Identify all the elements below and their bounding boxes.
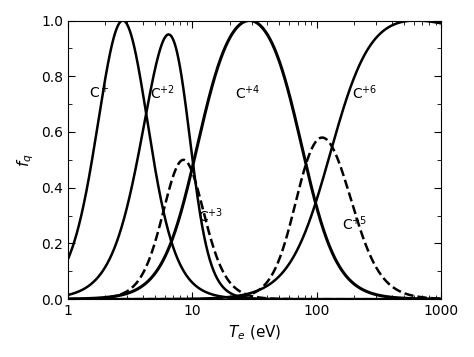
- Text: C$^+$: C$^+$: [90, 84, 110, 102]
- Text: C$^{+3}$: C$^{+3}$: [198, 206, 223, 225]
- X-axis label: $T_e$ (eV): $T_e$ (eV): [228, 323, 282, 342]
- Text: C$^{+2}$: C$^{+2}$: [150, 84, 176, 102]
- Y-axis label: $f_q$: $f_q$: [15, 153, 36, 167]
- Text: C$^{+6}$: C$^{+6}$: [352, 84, 377, 102]
- Text: C$^{+4}$: C$^{+4}$: [236, 84, 261, 102]
- Text: C$^{+5}$: C$^{+5}$: [342, 215, 367, 233]
